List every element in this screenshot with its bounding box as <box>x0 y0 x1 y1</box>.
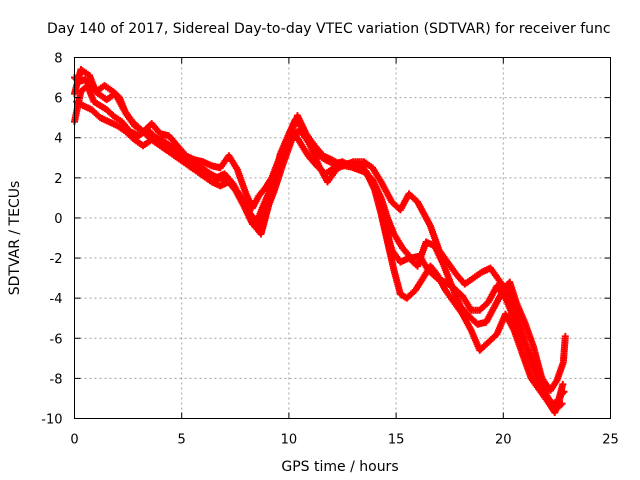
y-tick-label: 4 <box>54 132 62 147</box>
y-tick-label: -2 <box>50 252 63 267</box>
y-tick-label: 2 <box>54 172 62 187</box>
x-tick-label: 15 <box>388 433 405 448</box>
data-point <box>561 332 569 340</box>
x-tick-label: 0 <box>70 433 78 448</box>
y-tick-label: -10 <box>41 413 62 428</box>
x-tick-label: 25 <box>602 433 619 448</box>
axis-ticks <box>74 57 611 419</box>
y-tick-labels: -10 -8 -6 -4 -2 0 2 4 6 8 <box>41 52 62 428</box>
y-tick-label: -4 <box>50 292 63 307</box>
y-tick-label: 6 <box>54 92 62 107</box>
y-tick-label: -8 <box>50 372 63 387</box>
x-tick-label: 10 <box>281 433 298 448</box>
y-axis-label: SDTVAR / TECUs <box>7 181 23 296</box>
x-tick-label: 20 <box>495 433 512 448</box>
data-point <box>560 388 568 396</box>
x-tick-label: 5 <box>178 433 186 448</box>
data-point <box>559 380 567 388</box>
chart-title: Day 140 of 2017, Sidereal Day-to-day VTE… <box>47 21 611 37</box>
data-point <box>558 400 566 408</box>
y-tick-label: 0 <box>54 212 62 227</box>
data-points <box>71 66 569 416</box>
y-tick-label: 8 <box>54 52 62 67</box>
x-axis-label: GPS time / hours <box>281 459 398 475</box>
data-point <box>557 401 565 409</box>
y-tick-label: -6 <box>50 332 63 347</box>
x-tick-labels: 0 5 10 15 20 25 <box>70 433 618 448</box>
plot-frame <box>74 57 611 419</box>
